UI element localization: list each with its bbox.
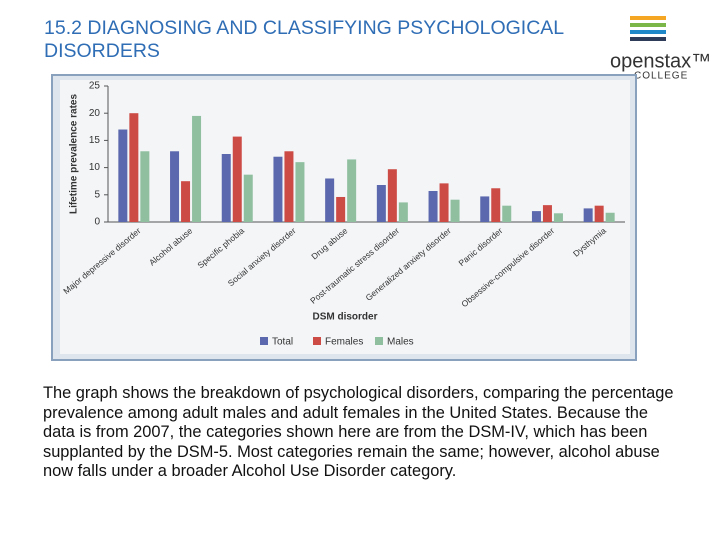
legend-label: Total — [272, 337, 293, 348]
bar — [428, 190, 438, 222]
bar — [491, 188, 501, 222]
bar — [542, 205, 552, 222]
legend-swatch — [260, 337, 268, 345]
logo-bar — [630, 23, 666, 27]
bar — [387, 169, 397, 222]
y-axis-label: Lifetime prevalence rates — [69, 94, 80, 214]
logo-bar — [630, 16, 666, 20]
y-tick-label: 25 — [89, 81, 101, 92]
bar — [118, 129, 128, 222]
legend-swatch — [313, 337, 321, 345]
bar — [594, 205, 604, 222]
y-tick-label: 5 — [94, 189, 100, 200]
bar — [605, 212, 615, 222]
bar — [232, 136, 242, 222]
bar — [376, 185, 386, 222]
bar — [140, 151, 150, 222]
bar — [192, 115, 202, 222]
logo-name: openstax™ — [610, 50, 711, 72]
bar — [531, 211, 541, 222]
logo-bar — [630, 30, 666, 34]
bar — [273, 156, 283, 222]
legend-swatch — [375, 337, 383, 345]
logo-subname: COLLEGE — [634, 71, 688, 82]
bar — [181, 181, 191, 222]
bar — [295, 162, 305, 222]
bar — [284, 151, 294, 222]
bar — [336, 196, 346, 222]
bar — [398, 202, 408, 222]
bar — [450, 199, 460, 222]
bar — [325, 178, 335, 222]
slide-title: 15.2 DIAGNOSING AND CLASSIFYING PSYCHOLO… — [44, 17, 564, 62]
y-tick-label: 10 — [89, 162, 101, 173]
logo: openstax™ COLLEGE — [610, 16, 711, 82]
chart: Lifetime prevalence rates DSM disorder 0… — [51, 74, 637, 361]
body-text: The graph shows the breakdown of psychol… — [43, 384, 674, 481]
y-tick-label: 0 — [94, 217, 100, 228]
logo-bar — [630, 37, 666, 41]
x-axis-label: DSM disorder — [312, 312, 377, 323]
legend-label: Females — [325, 337, 363, 348]
bar — [502, 205, 512, 222]
bar — [129, 113, 139, 222]
bar — [221, 154, 231, 222]
bar — [583, 208, 593, 222]
bar — [480, 196, 490, 222]
y-tick-label: 20 — [89, 108, 101, 119]
bar — [347, 159, 357, 222]
bar — [439, 183, 449, 222]
bar — [170, 151, 180, 222]
legend-label: Males — [387, 337, 414, 348]
bar — [553, 213, 563, 222]
bar — [243, 174, 253, 222]
y-tick-label: 15 — [89, 135, 101, 146]
